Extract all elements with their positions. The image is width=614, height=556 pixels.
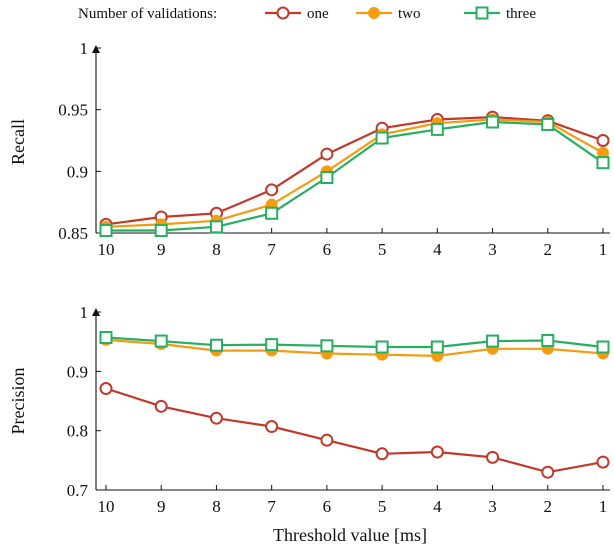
y-tick-label-precision: 1 — [80, 303, 89, 322]
x-axis-label: Threshold value [ms] — [273, 525, 427, 545]
data-point-one — [154, 399, 168, 413]
legend-marker-two — [368, 7, 380, 19]
legend: Number of validations: one two three — [78, 6, 536, 22]
series-recall-three — [99, 115, 610, 238]
series-line-one — [105, 387, 604, 474]
legend-label-one: one — [307, 6, 329, 22]
y-tick-label-precision: 0.9 — [67, 362, 88, 381]
y-tick-label-precision: 0.7 — [67, 481, 89, 500]
y-tick-label-recall: 0.9 — [67, 162, 88, 181]
x-tick-label-precision: 2 — [544, 497, 553, 516]
x-tick-label-precision: 9 — [157, 497, 166, 516]
y-tick-label-recall: 0.85 — [58, 224, 88, 243]
y-tick-label-precision: 0.8 — [67, 422, 88, 441]
series-recall-two — [100, 113, 609, 233]
x-tick-label-recall: 6 — [323, 240, 332, 259]
data-point-three — [430, 340, 444, 354]
series-line-two — [105, 338, 604, 357]
x-tick-label-precision: 7 — [267, 497, 276, 516]
data-point-three — [320, 339, 334, 353]
data-point-one — [541, 465, 555, 479]
data-point-three — [486, 334, 500, 348]
legend-items: one two three — [265, 6, 536, 22]
series-line-two — [105, 118, 604, 228]
x-tick-label-precision: 3 — [488, 497, 497, 516]
y-axis-label-precision: Precision — [8, 368, 28, 435]
data-point-one — [209, 411, 223, 425]
data-point-three — [430, 122, 444, 136]
x-tick-label-recall: 10 — [98, 240, 115, 259]
data-point-three — [99, 224, 113, 238]
y-tick-label-recall: 1 — [80, 39, 89, 58]
x-tick-label-recall: 1 — [599, 240, 608, 259]
x-tick-label-recall: 4 — [433, 240, 442, 259]
legend-item-one: one — [265, 6, 329, 22]
y-axis-arrow-recall — [92, 45, 100, 53]
data-point-three — [541, 117, 555, 131]
data-point-three — [596, 340, 610, 354]
data-point-three — [209, 338, 223, 352]
series-line-three — [105, 336, 604, 349]
data-point-three — [265, 338, 279, 352]
x-tick-label-precision: 1 — [599, 497, 608, 516]
legend-label-three: three — [506, 6, 536, 22]
chart-panels: 0.85 0.9 0.95 1 10 9 8 7 6 5 4 3 2 1 Recall 0.7 0.8 0.9 1 1… — [8, 39, 610, 516]
x-tick-label-precision: 8 — [212, 497, 221, 516]
series-line-one — [105, 115, 604, 226]
data-point-three — [154, 224, 168, 238]
legend-item-three: three — [464, 6, 536, 22]
series-recall-one — [99, 110, 610, 231]
data-point-one — [596, 134, 610, 147]
x-tick-label-precision: 5 — [378, 497, 387, 516]
x-tick-label-recall: 8 — [212, 240, 221, 259]
x-tick-label-recall: 9 — [157, 240, 166, 259]
series-precision-one — [99, 382, 610, 479]
x-tick-label-precision: 6 — [323, 497, 332, 516]
data-point-three — [265, 206, 279, 220]
panel-precision: 0.7 0.8 0.9 1 10 9 8 7 6 5 4 3 2 1 Precision — [8, 303, 610, 516]
data-point-one — [596, 455, 610, 469]
data-point-three — [375, 340, 389, 354]
x-tick-label-recall: 3 — [488, 240, 497, 259]
data-point-one — [99, 382, 113, 396]
data-point-one — [265, 420, 279, 434]
data-point-one — [265, 183, 279, 197]
data-point-three — [209, 220, 223, 234]
series-precision-two — [100, 333, 609, 362]
data-point-one — [430, 445, 444, 459]
data-point-one — [486, 450, 500, 464]
data-point-three — [320, 171, 334, 184]
legend-marker-three — [475, 6, 489, 20]
x-tick-label-precision: 4 — [433, 497, 442, 516]
panel-recall: 0.85 0.9 0.95 1 10 9 8 7 6 5 4 3 2 1 Recall — [8, 39, 610, 259]
x-tick-label-precision: 10 — [98, 497, 115, 516]
data-point-one — [320, 433, 334, 447]
series-precision-three — [99, 331, 610, 354]
data-point-three — [99, 331, 113, 345]
y-axis-label-recall: Recall — [8, 119, 28, 165]
legend-marker-one — [276, 6, 290, 20]
legend-item-two: two — [356, 6, 421, 22]
data-point-three — [154, 334, 168, 348]
data-point-three — [596, 156, 610, 170]
legend-label-two: two — [398, 6, 421, 22]
data-point-one — [375, 447, 389, 461]
x-tick-label-recall: 5 — [378, 240, 387, 259]
data-point-one — [320, 147, 334, 161]
data-point-three — [486, 115, 500, 129]
series-line-three — [106, 120, 604, 232]
legend-title: Number of validations: — [78, 6, 217, 22]
x-tick-label-recall: 2 — [544, 240, 553, 259]
data-point-three — [375, 131, 389, 145]
data-point-three — [541, 333, 555, 347]
x-tick-label-recall: 7 — [267, 240, 276, 259]
y-tick-label-recall: 0.95 — [58, 101, 88, 120]
